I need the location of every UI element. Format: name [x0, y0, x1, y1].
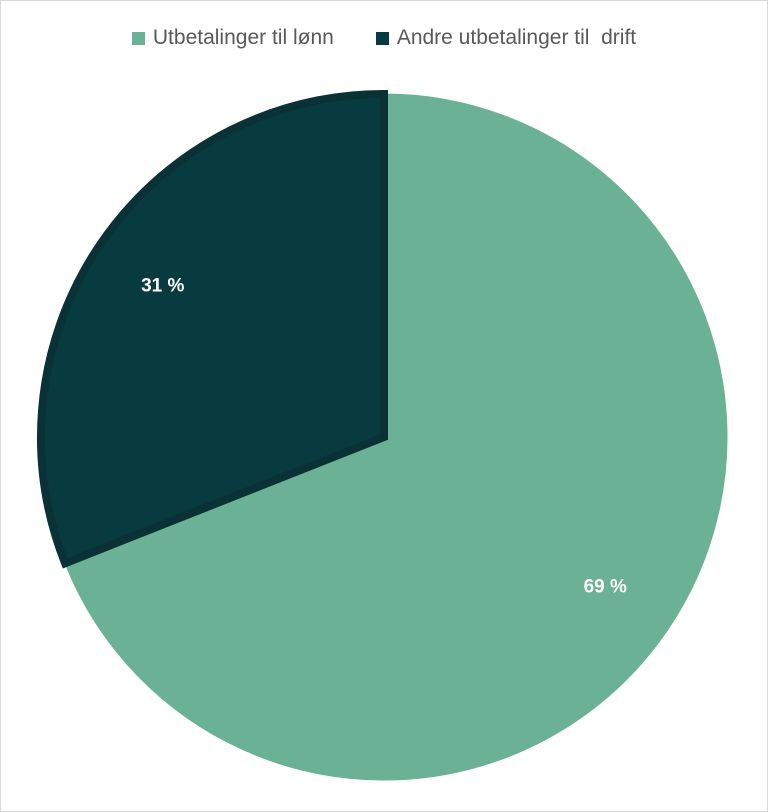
legend-label-lonn: Utbetalinger til lønn	[152, 26, 334, 49]
legend-swatch-drift	[375, 31, 389, 45]
legend-label-drift: Andre utbetalinger til drift	[396, 26, 637, 49]
pie-slice-drift	[37, 89, 388, 569]
pie-label-lonn: 69 %	[584, 576, 627, 597]
legend-swatch-lonn	[131, 31, 145, 45]
pie-label-drift: 31 %	[141, 276, 184, 297]
legend-item-drift: Andre utbetalinger til drift	[375, 26, 637, 50]
legend-item-lonn: Utbetalinger til lønn	[131, 26, 334, 50]
pie-slice-lonn	[64, 93, 728, 781]
legend: Utbetalinger til lønn Andre utbetalinger…	[0, 26, 768, 50]
